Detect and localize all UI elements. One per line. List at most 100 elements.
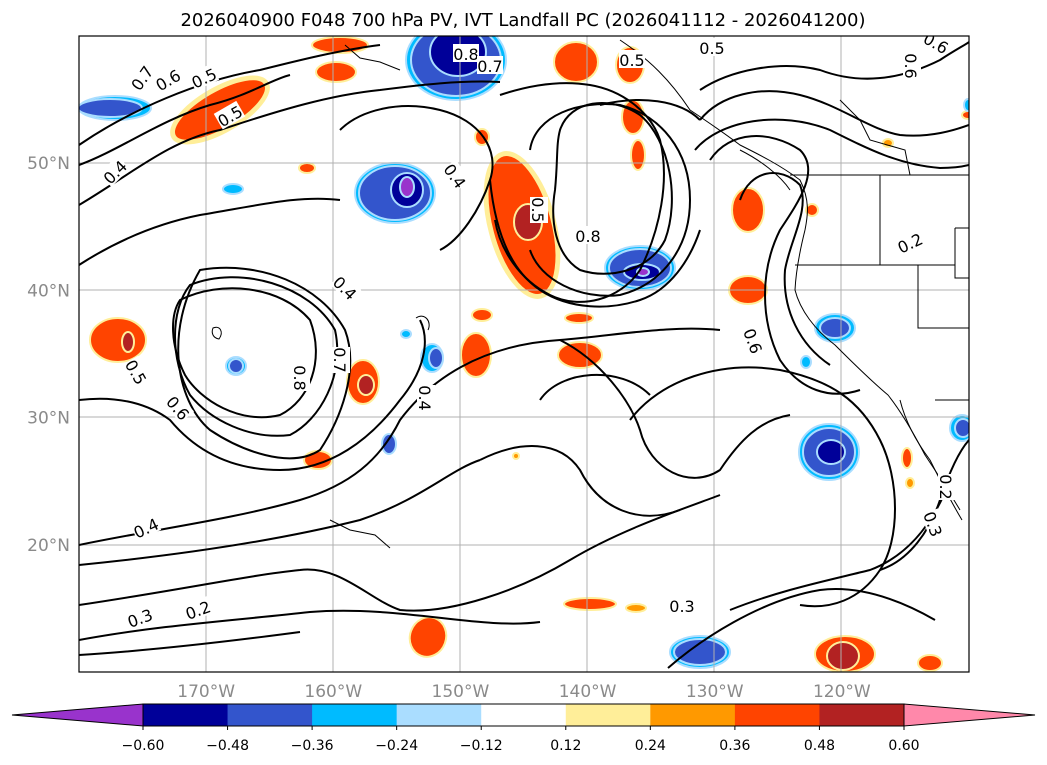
negative-pv-region <box>816 439 846 465</box>
contour-label-bg <box>182 596 213 622</box>
contour-label-bg <box>440 159 471 192</box>
positive-pv-region <box>961 110 969 120</box>
positive-pv-region <box>621 99 645 135</box>
negative-pv-region <box>381 433 397 455</box>
contour-label: 0.4 <box>415 385 434 410</box>
positive-pv-region <box>357 374 375 396</box>
map-panel: 0.70.6 0.50.50.4 0.40.80.70.50.60.50.80.40… <box>79 36 969 672</box>
latitude-labels: 50°N 40°N 30°N 20°N <box>27 154 70 556</box>
negative-pv-region <box>399 176 415 198</box>
colorbar-tick-label: 0.12 <box>550 738 581 754</box>
contour-label: 0.2 <box>936 474 955 499</box>
contour-label-bg <box>619 50 645 68</box>
colorbar-tick-label: 0.48 <box>804 738 835 754</box>
contour-label-bg <box>530 197 548 223</box>
contour-label-bg <box>126 61 157 94</box>
contour-label-bg <box>575 226 601 244</box>
contour-label: 0.8 <box>453 45 478 64</box>
colorbar-tick-label: 0.60 <box>888 738 919 754</box>
positive-pv-region <box>460 332 492 378</box>
colorbar-tick-label: −0.48 <box>206 738 249 754</box>
colorbar-frame <box>142 703 905 727</box>
contour-label-bg <box>699 38 725 56</box>
contour-label-bg <box>893 228 926 256</box>
pv-contours <box>79 41 969 669</box>
positive-pv-region <box>625 603 647 613</box>
contour-label-bg <box>213 100 246 130</box>
lon-tick-label: 140°W <box>559 682 617 702</box>
contour-label-bg <box>163 391 195 424</box>
colorbar-segment <box>396 704 482 726</box>
contour-label-bg <box>98 155 130 187</box>
lon-tick-label: 160°W <box>304 682 362 702</box>
contour-label-bg <box>292 365 310 391</box>
colorbar-segment <box>227 704 313 726</box>
positive-pv-region <box>315 61 357 83</box>
contour-label: 0.6 <box>901 53 920 78</box>
colorbar <box>11 703 1036 727</box>
contour-label-bg <box>124 604 155 630</box>
positive-pv-region <box>564 312 594 324</box>
positive-pv-region <box>882 138 894 148</box>
positive-pv-region <box>298 162 316 174</box>
map-background <box>79 36 969 672</box>
colorbar-tick-label: −0.36 <box>291 738 334 754</box>
negative-pv-region <box>228 358 244 374</box>
contour-label-bg <box>741 325 767 356</box>
positive-pv-region <box>805 203 819 217</box>
lon-tick-label: 170°W <box>177 682 235 702</box>
colorbar-tick-label: 0.24 <box>635 738 666 754</box>
negative-pv-region <box>819 317 851 339</box>
contour-label-bg <box>669 596 695 614</box>
contour-label-bg <box>129 513 162 541</box>
contour-label-bg <box>151 64 184 94</box>
lon-tick-label: 150°W <box>432 682 490 702</box>
lat-tick-label: 20°N <box>27 536 70 556</box>
contour-label-bg <box>453 44 479 62</box>
map-title: 2026040900 F048 700 hPa PV, IVT Landfall… <box>180 10 865 31</box>
positive-pv-region <box>901 447 913 469</box>
lon-tick-label: 130°W <box>686 682 744 702</box>
negative-pv-region <box>954 418 969 438</box>
colorbar-tick-labels: −0.60 −0.48 −0.36 −0.24 −0.12 0.12 0.24 0.36 0.4… <box>122 726 920 754</box>
positive-pv-region <box>826 641 860 671</box>
colorbar-segment <box>143 704 229 726</box>
colorbar-segment <box>650 704 736 726</box>
positive-pv-region <box>563 597 617 611</box>
lat-tick-label: 50°N <box>27 154 70 174</box>
contour-label: 0.7 <box>477 57 502 76</box>
colorbar-segment <box>565 704 651 726</box>
positive-pv-region <box>512 452 520 460</box>
positive-pv-region <box>905 477 915 489</box>
positive-pv-region <box>553 41 599 83</box>
contour-label-bg <box>330 271 362 303</box>
contour-label: 0.8 <box>575 227 600 246</box>
contour-label: 0.7 <box>330 347 349 372</box>
colorbar-segment <box>481 704 567 726</box>
negative-pv-region <box>800 355 812 369</box>
negative-pv-region <box>222 183 244 195</box>
colorbar-tick-label: −0.24 <box>375 738 418 754</box>
contour-label: 0.3 <box>669 597 694 616</box>
positive-pv-region <box>121 331 135 353</box>
longitude-labels: 170°W 160°W 150°W 140°W 130°W 120°W <box>177 682 871 702</box>
contour-label-bg <box>938 474 956 500</box>
gridlines <box>79 36 969 672</box>
colorbar-tick-label: −0.60 <box>122 738 165 754</box>
colorbar-tick-label: 0.36 <box>719 738 750 754</box>
contour-label: 0.5 <box>619 51 644 70</box>
colorbar-extend-left <box>11 703 144 727</box>
coastlines <box>211 39 969 549</box>
contour-label: 0.5 <box>699 39 724 58</box>
negative-pv-region <box>963 98 969 112</box>
contour-label-bg <box>417 385 435 411</box>
negative-pv-region <box>428 347 444 369</box>
colorbar-segment <box>312 704 398 726</box>
contour-label-bg <box>332 347 350 373</box>
positive-pv-region <box>731 187 765 233</box>
positive-pv-region <box>630 139 646 171</box>
negative-pv-region <box>400 329 412 339</box>
contour-label-bg <box>903 53 921 79</box>
positive-pv-region <box>917 654 943 672</box>
contour-label-bg <box>477 56 503 74</box>
